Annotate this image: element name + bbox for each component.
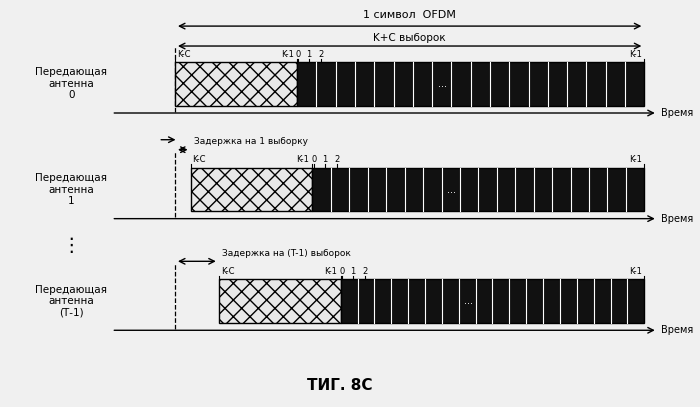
Text: K-1: K-1: [296, 155, 309, 164]
Text: Передающая
антенна
1: Передающая антенна 1: [35, 173, 107, 206]
Text: K+С выборок: K+С выборок: [373, 33, 446, 43]
Text: ...: ...: [463, 296, 473, 306]
Text: 1: 1: [350, 267, 356, 276]
Bar: [175, 62, 297, 106]
Bar: [190, 168, 312, 212]
Text: 1 символ  OFDM: 1 символ OFDM: [363, 10, 456, 20]
Text: ...: ...: [438, 79, 447, 89]
Text: Задержка на 1 выборку: Задержка на 1 выборку: [194, 138, 308, 147]
Text: 0: 0: [312, 155, 316, 164]
Text: ΤИГ. 8C: ΤИГ. 8C: [307, 378, 372, 393]
Text: K-1: K-1: [629, 50, 643, 59]
Text: 1: 1: [322, 155, 327, 164]
Text: Задержка на (T-1) выборок: Задержка на (T-1) выборок: [222, 249, 351, 258]
Text: K-1: K-1: [324, 267, 337, 276]
Text: Время: Время: [661, 108, 693, 118]
Text: K-1: K-1: [629, 155, 643, 164]
Text: 1: 1: [307, 50, 312, 59]
Text: K-С: K-С: [193, 155, 206, 164]
Text: K-1: K-1: [281, 50, 294, 59]
Bar: [218, 279, 341, 323]
Text: Передающая
антенна
0: Передающая антенна 0: [35, 67, 107, 101]
Text: 0: 0: [340, 267, 344, 276]
Bar: [312, 168, 644, 212]
Text: K-С: K-С: [177, 50, 190, 59]
Text: ⋮: ⋮: [62, 236, 81, 255]
Bar: [341, 279, 644, 323]
Text: Время: Время: [661, 214, 693, 224]
Text: 2: 2: [318, 50, 324, 59]
Text: ...: ...: [447, 184, 456, 195]
Text: 2: 2: [334, 155, 340, 164]
Bar: [297, 62, 644, 106]
Text: K-1: K-1: [629, 267, 643, 276]
Text: 0: 0: [296, 50, 301, 59]
Text: Передающая
антенна
(Т-1): Передающая антенна (Т-1): [35, 284, 107, 318]
Text: K-С: K-С: [220, 267, 234, 276]
Text: 2: 2: [362, 267, 368, 276]
Text: Время: Время: [661, 325, 693, 335]
